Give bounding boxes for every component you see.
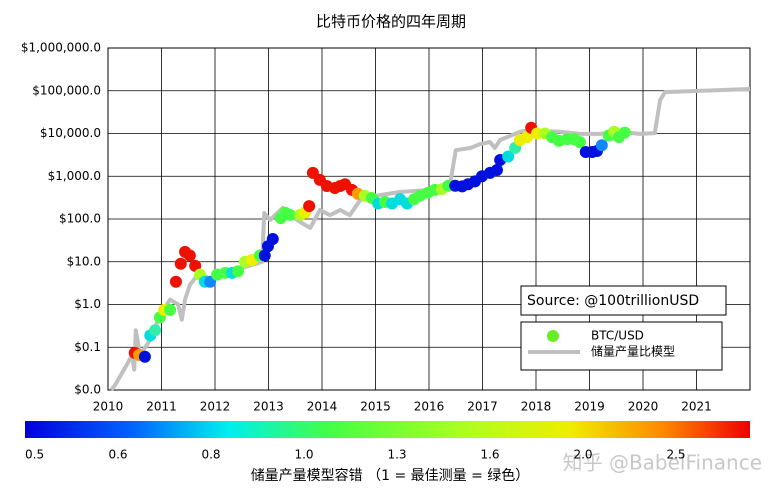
price-point — [303, 200, 316, 213]
price-point — [520, 131, 533, 144]
x-tick-label: 2013 — [253, 400, 284, 414]
colorbar-tick-label: 0.5 — [25, 448, 44, 462]
colorbar-tick-label: 1.0 — [294, 448, 313, 462]
legend-box — [520, 321, 723, 371]
colorbar-tick-label: 1.3 — [387, 448, 406, 462]
x-tick-label: 2014 — [307, 400, 338, 414]
y-tick-label: $10,000.0 — [40, 126, 101, 140]
price-point — [618, 126, 631, 139]
colorbar-tick-label: 1.6 — [480, 448, 499, 462]
y-tick-label: $100.0 — [59, 212, 101, 226]
price-point — [169, 275, 182, 288]
y-tick-label: $0.0 — [74, 383, 101, 397]
price-point — [149, 324, 162, 337]
price-point — [573, 136, 586, 149]
price-point — [490, 164, 503, 177]
colorbar-tick-label: 0.8 — [201, 448, 220, 462]
price-point — [232, 265, 245, 278]
price-point — [138, 350, 151, 363]
y-tick-label: $100,000.0 — [32, 83, 101, 97]
colorbar — [25, 421, 750, 438]
y-tick-label: $1,000,000.0 — [21, 41, 101, 55]
legend-swatch — [547, 330, 559, 342]
x-tick-label: 2021 — [681, 400, 712, 414]
colorbar-tick-label: 0.6 — [108, 448, 127, 462]
y-tick-label: $1,000.0 — [48, 169, 101, 183]
price-point — [164, 303, 177, 316]
watermark: 知乎 @BabelFinance — [563, 451, 762, 475]
legend-label: 储量产量比模型 — [591, 344, 675, 359]
colorbar-tick-label: 2.5 — [666, 448, 685, 462]
colorbar-label: 储量产量模型容错 （1 = 最佳测量 = 绿色） — [251, 467, 530, 484]
x-tick-label: 2017 — [467, 400, 498, 414]
colorbar-tick-label: 2.0 — [573, 448, 592, 462]
price-point — [189, 259, 202, 272]
price-point — [258, 249, 271, 262]
x-tick-label: 2011 — [146, 400, 177, 414]
price-point — [183, 249, 196, 262]
x-tick-label: 2019 — [574, 400, 605, 414]
x-tick-label: 2010 — [93, 400, 124, 414]
y-tick-label: $1.0 — [74, 297, 101, 311]
price-point — [266, 233, 279, 246]
chart-title: 比特币价格的四年周期 — [316, 13, 466, 31]
y-tick-label: $10.0 — [67, 254, 101, 268]
x-tick-label: 2012 — [200, 400, 231, 414]
legend-label: BTC/USD — [591, 329, 644, 343]
source-text: Source: @100trillionUSD — [527, 293, 699, 309]
x-tick-label: 2016 — [414, 400, 445, 414]
price-point — [595, 139, 608, 152]
price-point — [283, 208, 296, 221]
x-tick-label: 2020 — [628, 400, 659, 414]
price-point — [502, 150, 515, 163]
price-point — [174, 257, 187, 270]
y-tick-label: $0.1 — [74, 340, 101, 354]
x-tick-label: 2018 — [521, 400, 552, 414]
x-tick-label: 2015 — [360, 400, 391, 414]
source-box — [520, 285, 727, 316]
